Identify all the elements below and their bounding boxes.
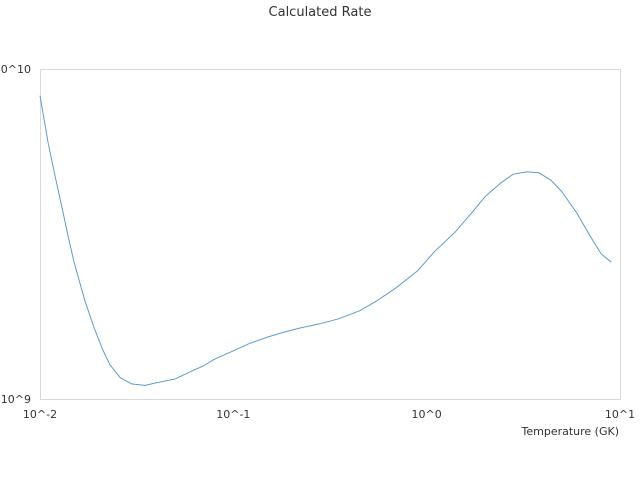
y-tick-label: 10^9 bbox=[1, 393, 31, 406]
x-axis-label: Temperature (GK) bbox=[521, 425, 620, 438]
plot-frame bbox=[40, 69, 621, 400]
x-tick-label: 10^-1 bbox=[216, 408, 250, 421]
y-tick-labels: 10^9 10^10 bbox=[0, 63, 31, 406]
series-group bbox=[39, 95, 612, 386]
chart-title: Calculated Rate bbox=[269, 5, 372, 20]
y-tick-label: 10^10 bbox=[0, 63, 31, 76]
x-tick-label: 10^0 bbox=[412, 408, 442, 421]
x-tick-label: 10^1 bbox=[605, 408, 635, 421]
x-tick-label: 10^-2 bbox=[23, 408, 57, 421]
series-line bbox=[39, 95, 612, 386]
x-tick-labels: 10^-2 10^-1 10^0 10^1 bbox=[23, 408, 635, 421]
